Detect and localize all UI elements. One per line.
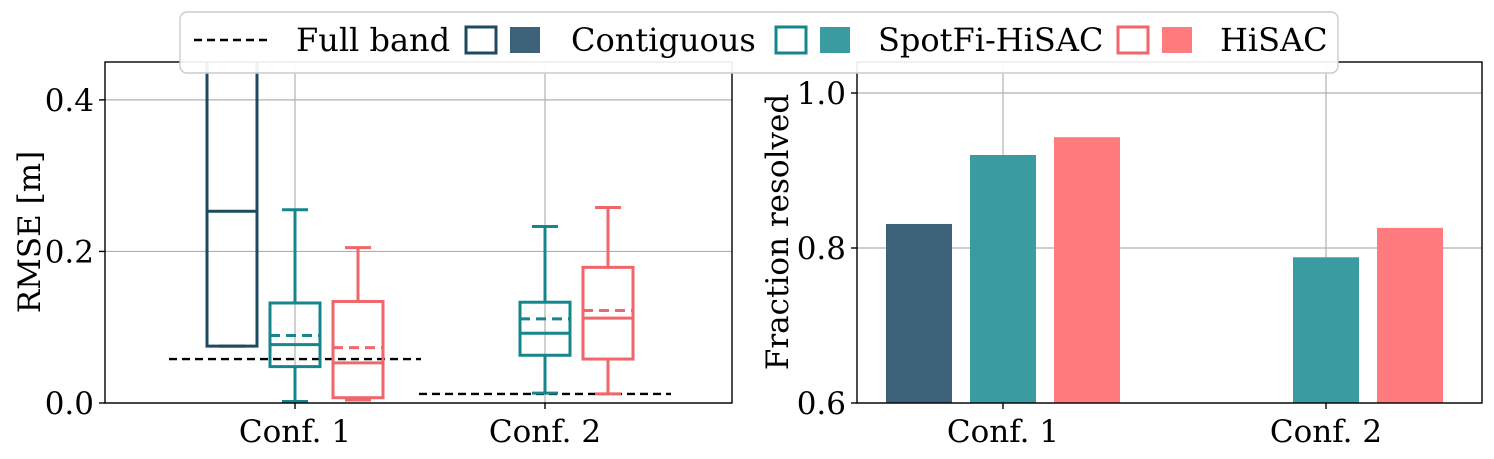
legend-box-swatch: [464, 25, 498, 55]
rmse-y-tick-label: 0.4: [45, 83, 94, 119]
legend-label: SpotFi-HiSAC: [878, 21, 1103, 59]
bar: [1293, 257, 1359, 403]
fraction-y-tick-label: 0.6: [797, 386, 846, 422]
rmse-y-axis-label: RMSE [m]: [12, 151, 48, 313]
bar: [970, 155, 1036, 403]
box-body: [205, 62, 259, 348]
legend-box-swatch: [774, 25, 808, 55]
box-body: [331, 299, 385, 400]
bar: [1054, 137, 1120, 404]
fraction-y-tick-label: 1.0: [797, 76, 846, 112]
box: [518, 224, 572, 395]
box: [331, 246, 385, 402]
box: [581, 205, 635, 396]
legend-box-swatch: [1116, 25, 1150, 55]
box-body: [518, 300, 572, 357]
box: [205, 62, 259, 348]
rmse-y-tick-label: 0.0: [45, 386, 94, 422]
fraction-panel: 0.6 0.8 1.0 Conf. 1 Conf. 2 Fraction resolv…: [760, 61, 1483, 450]
box-body: [581, 265, 635, 361]
fraction-y-tick-label: 0.8: [797, 231, 846, 267]
rmse-y-tick-label: 0.2: [45, 234, 94, 270]
fraction-y-axis-label: Fraction resolved: [760, 94, 796, 370]
rmse-plot-frame: [104, 61, 733, 404]
fraction-x-tick-label: Conf. 1: [947, 414, 1059, 450]
rmse-x-tick-label: Conf. 1: [239, 414, 351, 450]
fraction-x-tick-label: Conf. 2: [1270, 414, 1382, 450]
legend-label: Contiguous: [571, 21, 756, 59]
legend-bar-swatch: [510, 27, 540, 53]
bar: [886, 223, 952, 403]
legend-bar-swatch: [820, 27, 850, 53]
box: [268, 208, 322, 403]
legend-label: HiSAC: [1220, 21, 1328, 59]
rmse-panel: 0.0 0.2 0.4 Conf. 1 Conf. 2 RMSE [m]: [12, 61, 733, 450]
bar: [1377, 227, 1443, 403]
legend-full-band-label: Full band: [296, 21, 450, 59]
legend: Full band Contiguous SpotFi-HiSAC HiSAC: [179, 11, 1339, 74]
legend-bar-swatch: [1162, 27, 1192, 53]
rmse-x-tick-label: Conf. 2: [489, 414, 601, 450]
